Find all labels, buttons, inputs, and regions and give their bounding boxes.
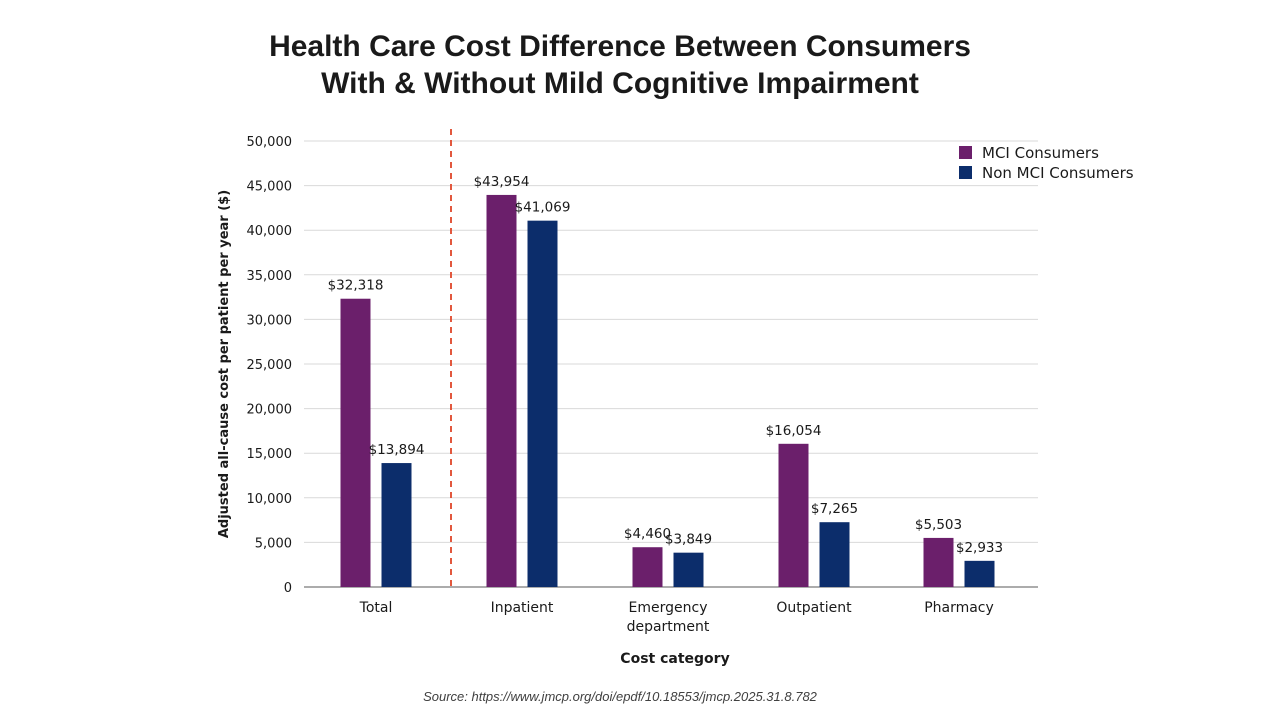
y-tick-label: 30,000 [247, 313, 293, 328]
x-tick-label: Inpatient [491, 600, 554, 616]
chart-title-line-1: Health Care Cost Difference Between Cons… [269, 30, 971, 63]
legend-label-mci: MCI Consumers [982, 144, 1099, 162]
x-tick-label: Pharmacy [924, 600, 994, 616]
y-tick-label: 45,000 [247, 180, 293, 195]
data-label-mci: $32,318 [328, 278, 384, 294]
bar-non-mci [964, 560, 995, 587]
bar-non-mci [527, 220, 558, 587]
y-tick-label: 20,000 [247, 403, 293, 418]
x-tick-label: Outpatient [776, 600, 852, 616]
data-label-non-mci: $2,933 [956, 540, 1003, 556]
chart-title-line-2: With & Without Mild Cognitive Impairment [321, 67, 919, 100]
data-label-mci: $16,054 [766, 423, 822, 439]
y-tick-label: 50,000 [247, 135, 293, 150]
y-tick-label: 25,000 [247, 358, 293, 373]
chart-title: Health Care Cost Difference Between Cons… [0, 28, 1240, 102]
y-tick-label: 35,000 [247, 269, 293, 284]
x-axis-title: Cost category [620, 651, 729, 667]
bar-non-mci [819, 522, 850, 587]
data-label-mci: $4,460 [624, 526, 671, 542]
y-tick-label: 0 [284, 581, 292, 596]
source-citation: Source: https://www.jmcp.org/doi/epdf/10… [423, 689, 817, 704]
bar-mci [632, 547, 663, 587]
bar-non-mci [673, 552, 704, 587]
bar-mci [486, 194, 517, 588]
bar-mci [923, 537, 954, 587]
x-tick-label: Total [359, 600, 393, 616]
bar-mci [340, 298, 371, 587]
y-tick-label: 5,000 [255, 536, 292, 551]
y-tick-label: 10,000 [247, 492, 293, 507]
data-label-mci: $43,954 [474, 174, 530, 190]
data-label-non-mci: $3,849 [665, 532, 712, 548]
y-tick-label: 40,000 [247, 224, 293, 239]
bar-mci [778, 443, 809, 587]
x-tick-label: department [627, 619, 710, 635]
bar-non-mci [381, 463, 412, 587]
y-tick-label: 15,000 [247, 447, 293, 462]
legend-swatch-mci [959, 146, 972, 159]
legend-label-non-mci: Non MCI Consumers [982, 164, 1134, 182]
data-label-mci: $5,503 [915, 517, 962, 533]
data-label-non-mci: $13,894 [369, 442, 425, 458]
y-axis-title: Adjusted all-cause cost per patient per … [217, 190, 232, 538]
legend-swatch-non-mci [959, 166, 972, 179]
data-label-non-mci: $41,069 [515, 200, 571, 216]
data-label-non-mci: $7,265 [811, 501, 858, 517]
x-tick-label: Emergency [629, 600, 708, 616]
